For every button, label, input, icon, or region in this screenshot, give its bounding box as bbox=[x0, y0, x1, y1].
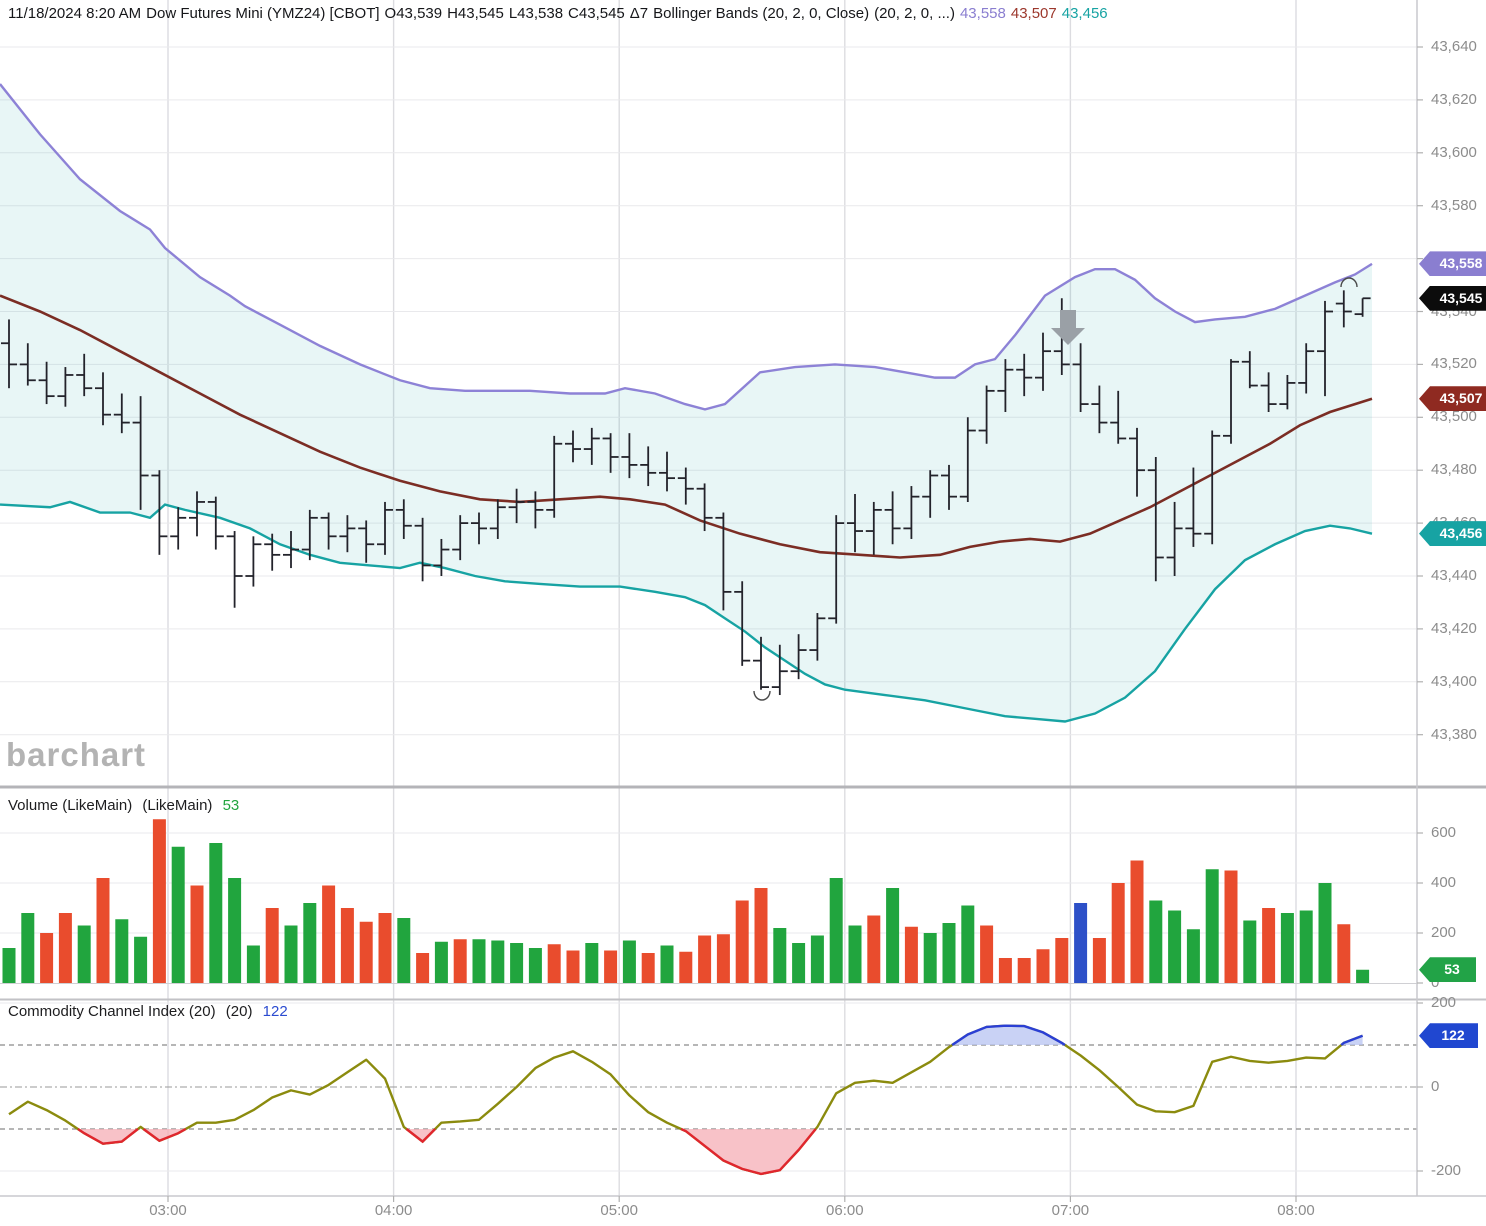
volume-bars bbox=[2, 819, 1370, 983]
price-tick-label: 43,400 bbox=[1431, 672, 1477, 690]
volume-tick-label: 600 bbox=[1431, 824, 1457, 841]
axis-ticks bbox=[167, 46, 1423, 1202]
cci-overbought-line bbox=[1340, 1034, 1364, 1046]
bollinger-middle-line bbox=[0, 294, 1373, 559]
header-segment: 11/18/2024 8:20 AM bbox=[8, 5, 142, 22]
cci-tick-label: 0 bbox=[1431, 1078, 1440, 1095]
panel-dividers bbox=[0, 0, 1486, 1197]
time-label: 07:00 bbox=[1051, 1202, 1090, 1219]
down-arrow-icon bbox=[1051, 310, 1085, 345]
price-tick-label: 43,580 bbox=[1431, 196, 1477, 214]
price-tick-label: 43,520 bbox=[1431, 355, 1477, 373]
chart-header: 11/18/2024 8:20 AM Dow Futures Mini (YMZ2… bbox=[8, 5, 1113, 22]
volume-tick-label: 0 bbox=[1431, 974, 1440, 991]
price-value-badge: 43,558 bbox=[1419, 251, 1486, 277]
header-segment: H43,545 bbox=[447, 5, 504, 22]
cci-oversold-line bbox=[680, 1127, 817, 1176]
volume-panel-title: Volume (LikeMain) (LikeMain) 53 bbox=[8, 797, 245, 814]
cci-oversold-line bbox=[405, 1128, 436, 1144]
header-segment: (20, 2, 0, ...) bbox=[874, 5, 955, 22]
volume-indicator-params: (LikeMain) bbox=[142, 797, 213, 814]
header-segment: O43,539 bbox=[384, 5, 443, 22]
time-label: 08:00 bbox=[1277, 1202, 1315, 1219]
header-segment: Δ7 bbox=[629, 5, 649, 22]
price-value-badge: 43,545 bbox=[1419, 285, 1486, 311]
bollinger-upper-line bbox=[0, 83, 1373, 411]
cycle-arc-bottom-icon bbox=[753, 690, 771, 701]
price-tick-label: 43,620 bbox=[1431, 90, 1477, 108]
cci-indicator-label: Commodity Channel Index (20) bbox=[8, 1003, 216, 1020]
header-segment: 43,558 bbox=[959, 5, 1006, 22]
header-segment: L43,538 bbox=[508, 5, 564, 22]
header-segment: Bollinger Bands (20, 2, 0, Close) bbox=[653, 5, 870, 22]
cci-tick-label: 200 bbox=[1431, 994, 1457, 1011]
header-segment: 43,456 bbox=[1061, 5, 1108, 22]
time-label: 06:00 bbox=[826, 1202, 864, 1219]
header-segment: 43,507 bbox=[1010, 5, 1057, 22]
barchart-logo: barchart bbox=[6, 736, 147, 773]
price-tick-label: 43,420 bbox=[1431, 619, 1477, 637]
price-tick-label: 43,600 bbox=[1431, 143, 1477, 161]
cci-overbought-line bbox=[951, 1024, 1066, 1046]
cci-oversold-line bbox=[77, 1128, 139, 1145]
price-tick-label: 43,500 bbox=[1431, 408, 1477, 426]
cci-line bbox=[8, 1024, 1364, 1176]
price-tick-label: 43,640 bbox=[1431, 38, 1477, 55]
cycle-arc-top-icon bbox=[1340, 277, 1358, 288]
bollinger-lower-line bbox=[0, 500, 1373, 723]
cci-tick-label: -200 bbox=[1431, 1162, 1462, 1179]
price-value-badge: 43,456 bbox=[1419, 521, 1486, 547]
price-value-badge: 43,507 bbox=[1419, 386, 1486, 412]
header-segment: Dow Futures Mini (YMZ24) [CBOT] bbox=[146, 5, 380, 22]
cci-value-badge: 122 bbox=[1419, 1023, 1478, 1049]
cci-oversold-line bbox=[142, 1127, 187, 1143]
volume-current-value: 53 bbox=[222, 797, 240, 814]
cci-current-value: 122 bbox=[262, 1003, 288, 1020]
volume-tick-label: 400 bbox=[1431, 874, 1457, 891]
time-label: 04:00 bbox=[374, 1202, 413, 1219]
cci-indicator-params: (20) bbox=[225, 1003, 253, 1020]
cci-oversold-fill bbox=[406, 1129, 436, 1142]
price-tick-label: 43,480 bbox=[1431, 461, 1477, 479]
volume-indicator-label: Volume (LikeMain) bbox=[8, 797, 133, 814]
price-tick-label: 43,440 bbox=[1431, 567, 1477, 584]
cci-panel-title: Commodity Channel Index (20) (20) 122 bbox=[8, 1003, 294, 1020]
header-segment: C43,545 bbox=[568, 5, 625, 22]
time-label: 05:00 bbox=[600, 1202, 638, 1219]
price-tick-label: 43,380 bbox=[1431, 725, 1477, 743]
volume-tick-label: 200 bbox=[1431, 924, 1457, 941]
volume-value-badge: 53 bbox=[1419, 957, 1476, 983]
bollinger-band-fill bbox=[0, 84, 1372, 722]
time-label: 03:00 bbox=[149, 1202, 187, 1219]
cci-oversold-fill bbox=[681, 1129, 816, 1174]
cci-oversold-fill bbox=[143, 1129, 186, 1141]
